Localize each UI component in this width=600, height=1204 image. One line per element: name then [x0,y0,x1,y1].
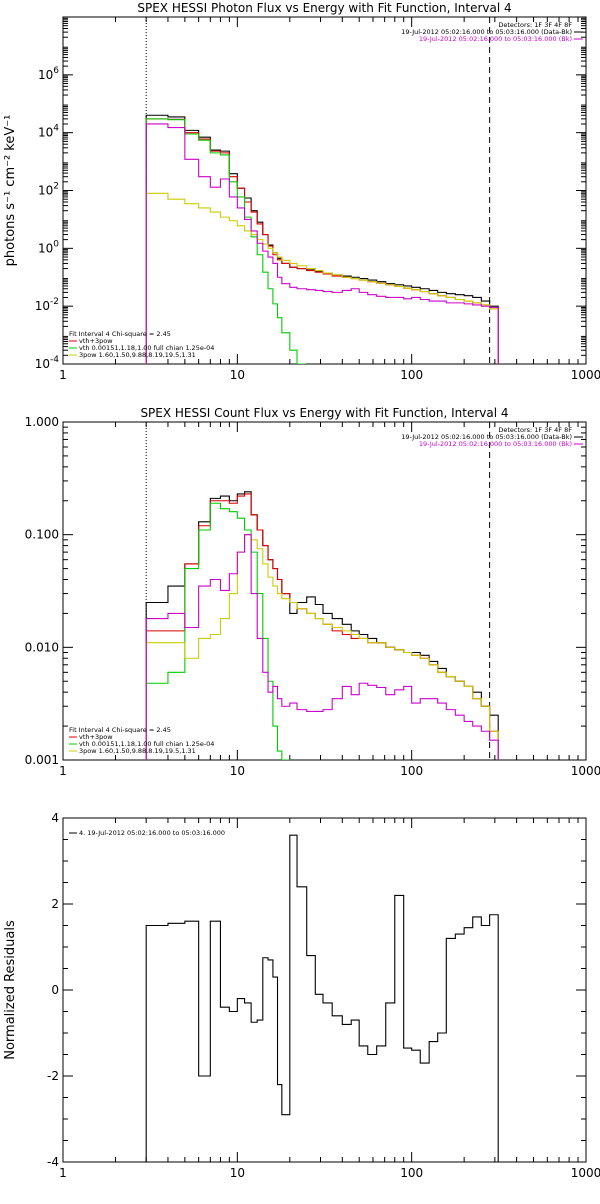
y-tick-label: -2 [47,1069,59,1083]
y-tick-label: 0.010 [25,640,59,654]
y-tick-label: 1.000 [25,415,59,429]
y-tick-label: 0 [51,983,59,997]
info-right-0: Detectors: 1F 3F 4F 8F [498,426,572,434]
y-tick-label: 106 [38,66,59,82]
info-right-1: 19-Jul-2012 05:02:16.000 to 05:03:16.000… [401,28,572,36]
series-group [145,834,499,1162]
y-tick-label: 0.100 [25,528,59,542]
info-left-0: Fit Interval 4 Chi-square = 2.45 [69,330,171,338]
y-tick-label: 2 [51,897,59,911]
x-tick-label: 100 [400,1166,423,1180]
info-right-2: 19-Jul-2012 05:02:16.000 to 05:03:16.000… [419,35,572,43]
series-line-vth [145,502,291,760]
series-line-bk [145,123,499,364]
y-axis-label: photons s⁻¹ cm⁻² keV⁻¹ [3,115,18,267]
chart-panel-2: SPEX HESSI Count Flux vs Energy with Fit… [25,406,600,778]
x-tick-label: 1000 [571,368,600,382]
x-tick-label: 100 [400,764,423,778]
y-tick-label: 10-4 [35,355,60,371]
x-tick-label: 100 [400,368,423,382]
series-line-data-bk [145,114,499,364]
info-left-3: 3pow 1.60,1.50,9.88,8.19,19.5,1.31 [79,351,196,359]
plot-frame [62,421,587,761]
y-tick-label: 104 [38,124,59,140]
x-tick-label: 10 [230,368,245,382]
info-right-2: 19-Jul-2012 05:02:16.000 to 05:03:16.000… [419,440,572,448]
series-line-vth-3pow [145,118,499,364]
y-tick-label: 0.001 [25,753,59,767]
plot-frame [62,16,587,365]
y-tick-label: -4 [47,1155,59,1169]
y-tick-label: 102 [38,182,59,198]
info-left-3: 3pow 1.60,1.50,9.88,8.19,19.5,1.31 [79,747,196,755]
series-line-3pow [145,534,499,760]
x-tick-label: 1000 [571,1166,600,1180]
info-left-0: Fit Interval 4 Chi-square = 2.45 [69,726,171,734]
info-left-2: vth 0.00151,1.18,1.00 full chian 1.25e-0… [79,344,214,352]
series-group [145,114,499,364]
series-line-data-bk [145,491,499,760]
chart-panel-1: SPEX HESSI Photon Flux vs Energy with Fi… [3,1,600,382]
series-line-bk [145,534,499,760]
series-line-3pow [145,192,499,364]
series-group [145,491,499,760]
info-left-1: vth+3pow [79,337,113,345]
series-line-vth [145,118,306,364]
x-tick-label: 1000 [571,764,600,778]
y-tick-label: 100 [38,239,59,255]
chart-title: SPEX HESSI Photon Flux vs Energy with Fi… [137,1,511,15]
info-left-2: vth 0.00151,1.18,1.00 full chian 1.25e-0… [79,740,214,748]
x-tick-label: 10 [230,1166,245,1180]
info-right-1: 19-Jul-2012 05:02:16.000 to 05:03:16.000… [401,433,572,441]
info-left-1: vth+3pow [79,733,113,741]
y-tick-label: 10-2 [35,297,59,313]
info-right-0: Detectors: 1F 3F 4F 8F [498,21,572,29]
legend-label: 4. 19-Jul-2012 05:02:16.000 to 05:03:16.… [79,829,225,837]
x-tick-label: 1 [59,368,67,382]
chart-panel-3: 1 10 100 1000 -4 -2 0 2 4 Normalized Residuals 4. … [3,811,600,1180]
x-tick-label: 1 [59,764,67,778]
plot-frame [62,817,587,1163]
x-tick-label: 1 [59,1166,67,1180]
chart-title: SPEX HESSI Count Flux vs Energy with Fit… [140,406,508,420]
y-axis-label: Normalized Residuals [3,920,18,1060]
x-tick-label: 10 [230,764,245,778]
series-line-4-19-jul-2012-05-02-16-000-to-05-03-16-000 [145,834,499,1162]
y-tick-label: 4 [51,811,59,825]
